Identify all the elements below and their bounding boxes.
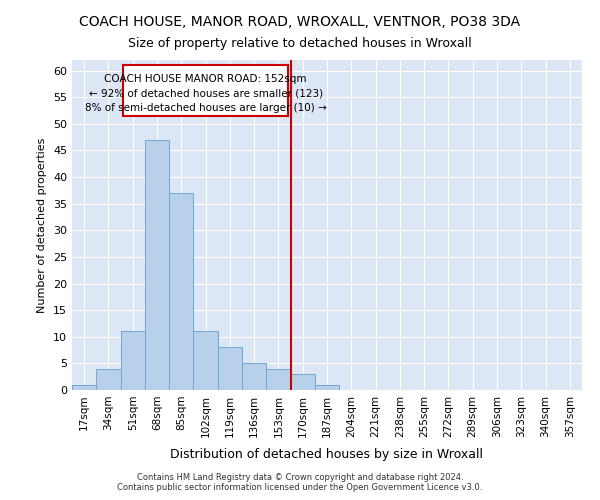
Bar	[218, 348, 242, 390]
Bar	[315, 384, 339, 390]
Bar	[96, 368, 121, 390]
Text: 8% of semi-detached houses are larger (10) →: 8% of semi-detached houses are larger (1…	[85, 103, 326, 113]
Bar	[242, 364, 266, 390]
Y-axis label: Number of detached properties: Number of detached properties	[37, 138, 47, 312]
Text: ← 92% of detached houses are smaller (123): ← 92% of detached houses are smaller (12…	[89, 88, 323, 99]
Text: COACH HOUSE MANOR ROAD: 152sqm: COACH HOUSE MANOR ROAD: 152sqm	[104, 74, 307, 85]
Text: Contains HM Land Registry data © Crown copyright and database right 2024.
Contai: Contains HM Land Registry data © Crown c…	[118, 473, 482, 492]
Text: COACH HOUSE, MANOR ROAD, WROXALL, VENTNOR, PO38 3DA: COACH HOUSE, MANOR ROAD, WROXALL, VENTNO…	[79, 15, 521, 29]
Bar	[290, 374, 315, 390]
Text: Size of property relative to detached houses in Wroxall: Size of property relative to detached ho…	[128, 38, 472, 51]
FancyBboxPatch shape	[123, 66, 288, 116]
Bar	[72, 384, 96, 390]
Bar	[145, 140, 169, 390]
Bar	[193, 332, 218, 390]
X-axis label: Distribution of detached houses by size in Wroxall: Distribution of detached houses by size …	[170, 448, 484, 461]
Bar	[121, 332, 145, 390]
Bar	[169, 193, 193, 390]
Bar	[266, 368, 290, 390]
